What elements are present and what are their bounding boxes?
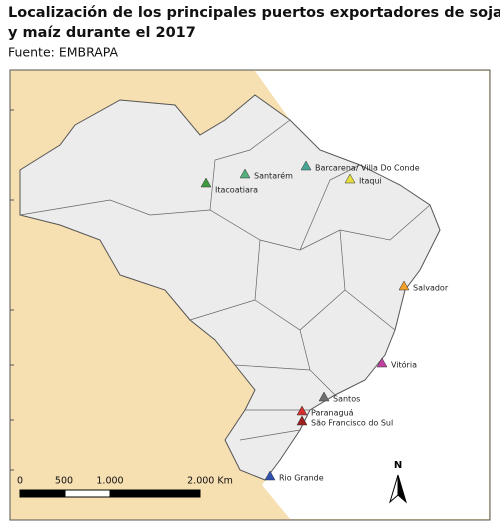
source: Fuente: EMBRAPA [8,45,119,60]
scale-label: 0 [17,476,23,487]
state-borders [19,119,431,441]
port-marker [239,168,251,179]
port-marker [398,280,410,291]
north-arrow [389,474,407,504]
port-label: Vitória [391,360,417,370]
port-marker [296,415,308,426]
port-marker [344,173,356,184]
scale-label: 500 [55,476,73,487]
scale-bar [19,489,201,498]
port-marker [264,470,276,481]
port-marker [318,391,330,402]
scale-label: 1.000 [96,476,123,487]
port-label: Santarém [254,171,293,181]
port-label: Rio Grande [279,474,324,483]
port-label: Santos [333,395,360,404]
port-label: São Francisco do Sul [311,419,393,428]
port-marker [300,160,312,171]
title-line: Localización de los principales puertos … [8,5,500,21]
port-label: Paranaguá [311,409,354,418]
title-line: y maíz durante el 2017 [8,25,196,41]
north-label: N [394,460,402,471]
port-label: Barcarena/ Villa Do Conde [315,164,420,173]
port-marker [296,405,308,416]
port-label: Itaqui [359,177,382,186]
port-marker [200,177,212,188]
scale-label: 2.000 Km [187,476,233,487]
port-label: Itacoatiara [215,186,258,195]
port-label: Salvador [413,284,449,293]
frame-ticks [10,109,14,471]
port-marker [376,357,388,368]
ocean [255,71,489,519]
